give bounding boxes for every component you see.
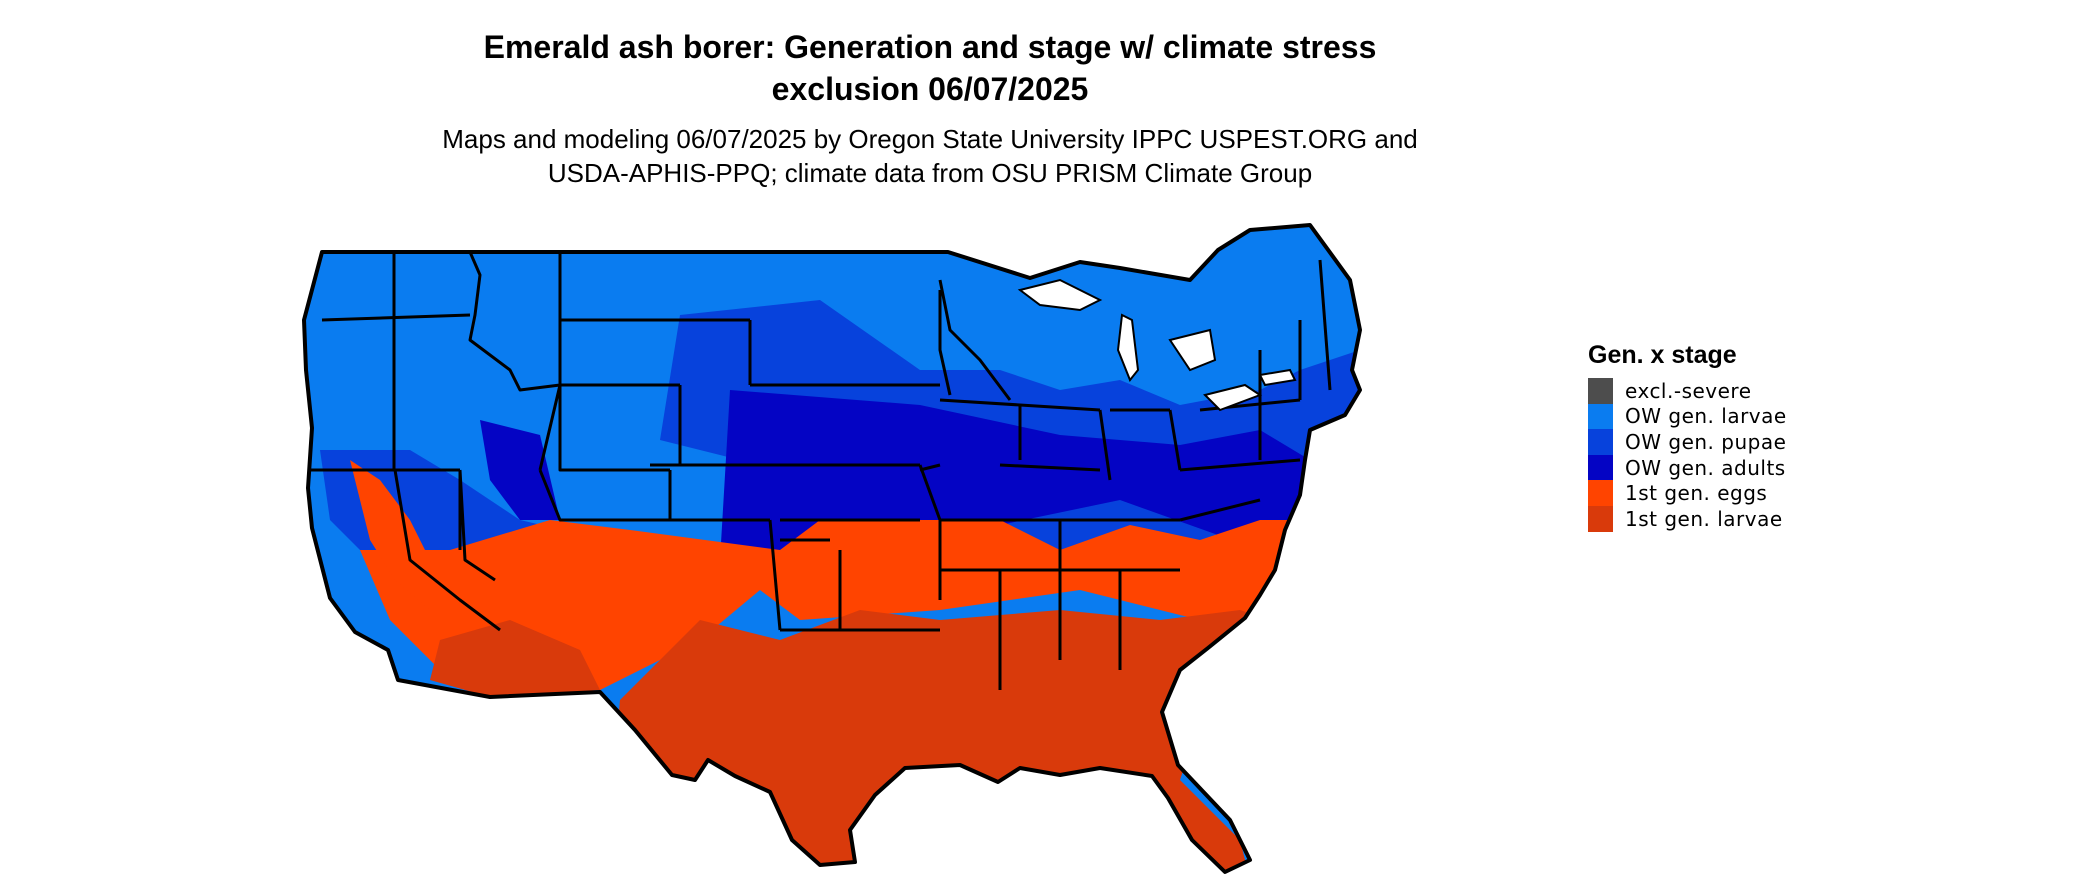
map-title-line-2: exclusion 06/07/2025 — [771, 71, 1089, 107]
state-border — [393, 469, 501, 632]
map-subtitle-line-2: USDA-APHIS-PPQ; climate data from OSU PR… — [547, 158, 1313, 188]
legend-item: OW gen. pupae — [1588, 429, 1787, 455]
legend-label: OW gen. pupae — [1625, 429, 1787, 454]
legend-item: 1st gen. eggs — [1588, 480, 1787, 506]
state-border — [1179, 498, 1261, 522]
state-border — [538, 384, 562, 471]
state-border — [458, 469, 496, 582]
lake — [1017, 278, 1103, 312]
state-border — [1199, 398, 1301, 412]
legend-swatch — [1588, 480, 1613, 506]
state-border — [1098, 409, 1112, 481]
lake — [1203, 383, 1263, 412]
legend-item: OW gen. adults — [1588, 454, 1787, 481]
zone-1st-larvae-az — [430, 620, 600, 697]
legend-item: excl.-severe — [1588, 378, 1787, 404]
legend-title: Gen. x stage — [1588, 341, 1737, 369]
state-border — [468, 251, 562, 392]
us-outline — [302, 223, 1362, 874]
legend-item: OW gen. larvae — [1588, 403, 1787, 430]
lake — [1116, 313, 1140, 382]
great-lakes — [1017, 278, 1297, 412]
legend-swatch — [1588, 505, 1613, 532]
state-border — [999, 463, 1101, 472]
zone-ow-adults-west — [480, 420, 560, 520]
zone-ow-adults — [720, 390, 1310, 560]
zone-1st-larvae — [600, 610, 1300, 872]
legend-label: 1st gen. larvae — [1625, 506, 1783, 531]
legend-label: 1st gen. eggs — [1625, 481, 1768, 506]
legend-swatch — [1588, 429, 1613, 455]
lake — [1258, 368, 1297, 387]
state-border — [938, 290, 952, 396]
legend-label: OW gen. larvae — [1625, 404, 1787, 429]
map-subtitle: Maps and modeling 06/07/2025 by Oregon S… — [0, 122, 1860, 190]
state-border — [919, 463, 941, 472]
map-title-line-1: Emerald ash borer: Generation and stage … — [483, 29, 1377, 65]
legend-swatch — [1588, 454, 1613, 481]
legend-label: OW gen. adults — [1625, 455, 1786, 480]
lake — [1168, 328, 1217, 372]
legend-swatch — [1588, 403, 1613, 430]
state-border — [938, 279, 1012, 401]
map-subtitle-line-1: Maps and modeling 06/07/2025 by Oregon S… — [442, 124, 1418, 154]
state-border — [321, 313, 471, 322]
state-borders — [310, 251, 1332, 690]
map-title: Emerald ash borer: Generation and stage … — [0, 26, 1860, 110]
legend-item: 1st gen. larvae — [1588, 505, 1787, 532]
state-border — [538, 469, 770, 522]
state-border — [1168, 409, 1182, 471]
legend-swatch — [1588, 378, 1613, 404]
us-stage-map — [302, 223, 1362, 874]
state-border — [1318, 259, 1332, 391]
state-border — [1179, 458, 1301, 472]
state-border — [768, 519, 782, 631]
legend-label: excl.-severe — [1625, 378, 1752, 403]
state-border — [558, 385, 670, 472]
legend: Gen. x stage excl.-severe OW gen. larvae O… — [1588, 340, 1787, 532]
